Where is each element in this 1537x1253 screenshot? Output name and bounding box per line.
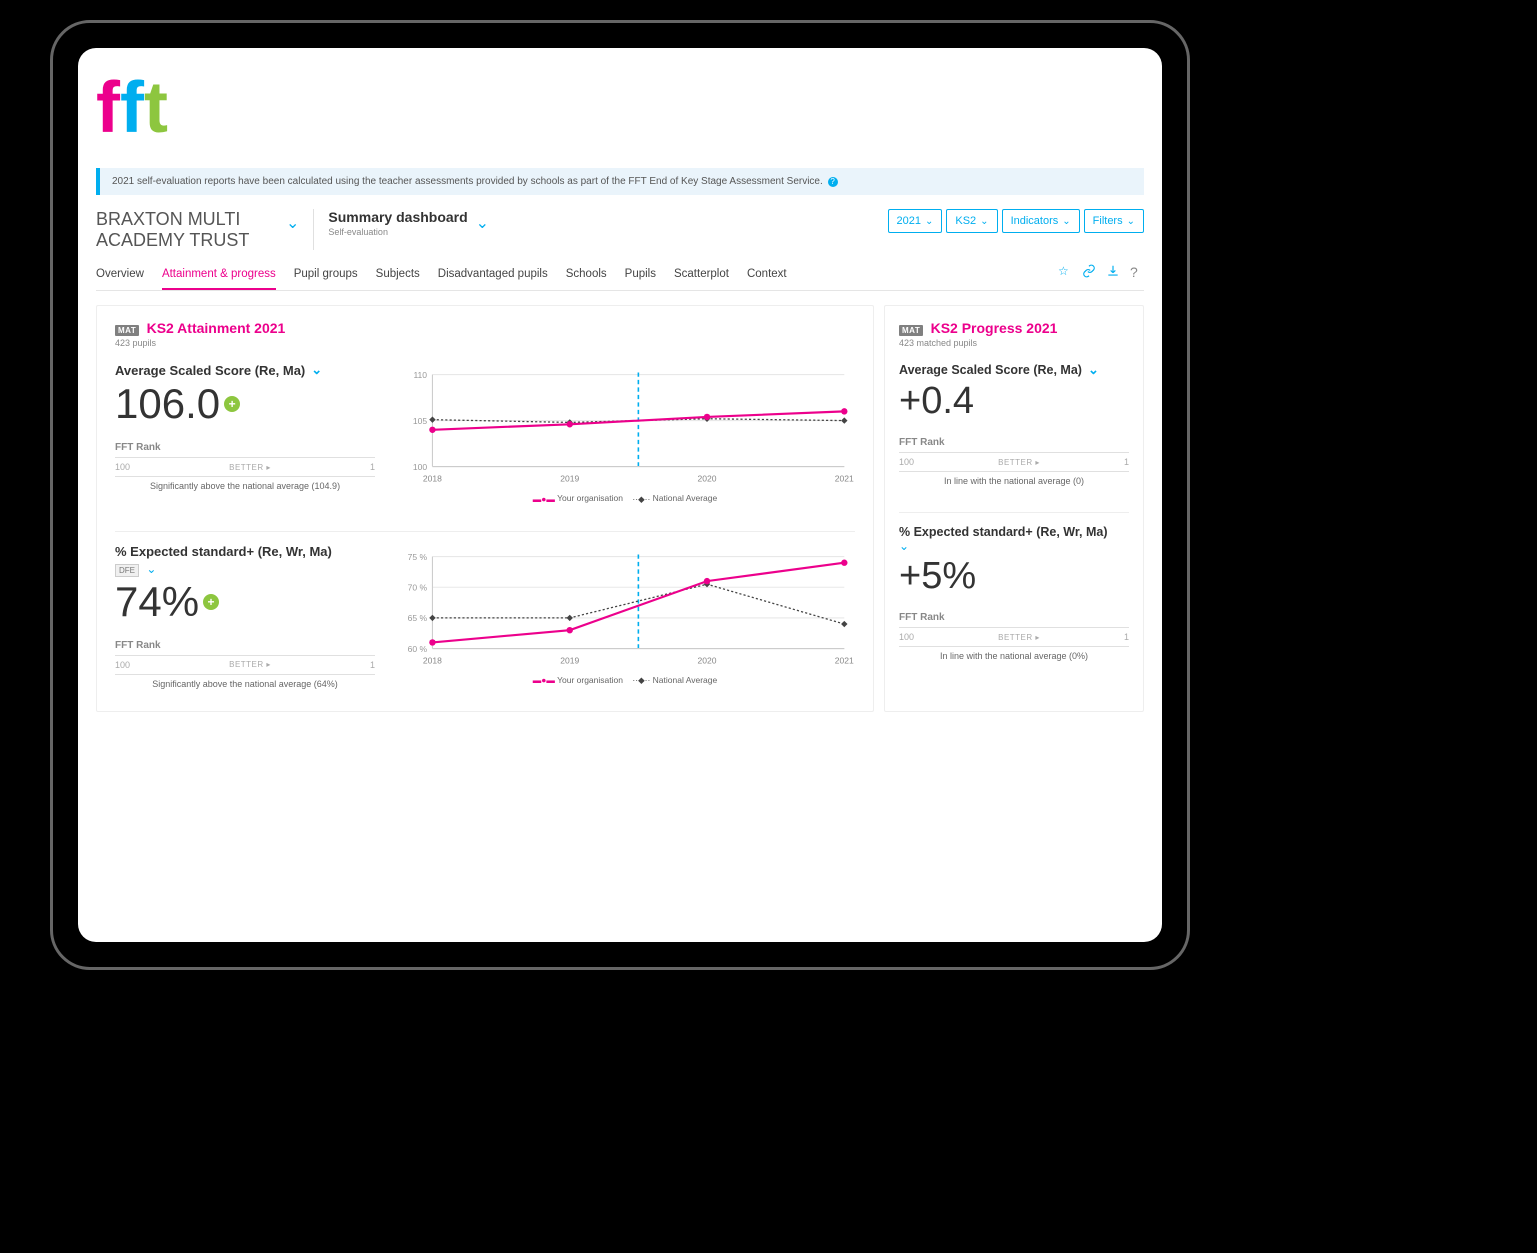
indicators-filter[interactable]: Indicators⌄ (1002, 209, 1080, 233)
svg-text:2019: 2019 (560, 655, 579, 665)
chevron-down-icon: ⌄ (980, 216, 988, 227)
positive-badge-icon: + (224, 396, 240, 412)
sig-note: Significantly above the national average… (115, 679, 375, 689)
chevron-down-icon: ⌄ (1127, 216, 1135, 227)
sig-note: In line with the national average (0) (899, 476, 1129, 486)
svg-text:2021: 2021 (835, 474, 854, 484)
info-banner: 2021 self-evaluation reports have been c… (96, 168, 1144, 195)
tab-scatterplot[interactable]: Scatterplot (674, 268, 729, 290)
year-filter[interactable]: 2021⌄ (888, 209, 943, 233)
svg-text:105: 105 (413, 416, 428, 426)
chevron-down-icon: ⌄ (286, 209, 299, 233)
header-row: BRAXTON MULTI ACADEMY TRUST ⌄ Summary da… (96, 209, 1144, 250)
banner-text: 2021 self-evaluation reports have been c… (112, 176, 823, 187)
filter-group: 2021⌄ KS2⌄ Indicators⌄ Filters⌄ (888, 209, 1145, 233)
chevron-down-icon[interactable]: ⌄ (899, 539, 909, 553)
progress-title: KS2 Progress 2021 (931, 320, 1058, 336)
positive-badge-icon: + (203, 594, 219, 610)
star-icon[interactable]: ☆ (1058, 264, 1072, 278)
tab-attainment-progress[interactable]: Attainment & progress (162, 268, 276, 290)
rank-label: FFT Rank (899, 437, 1129, 448)
svg-text:2018: 2018 (423, 655, 442, 665)
dfe-badge: DFE (115, 564, 139, 577)
metric-label[interactable]: Average Scaled Score (Re, Ma) ⌄ (115, 362, 375, 378)
info-icon[interactable]: ? (828, 177, 838, 187)
summary-subtitle: Self-evaluation (328, 227, 467, 237)
rank-bar: 100 BETTER ▸ 1 (899, 627, 1129, 647)
rank-label: FFT Rank (899, 612, 1129, 623)
big-number: +0.4 (899, 380, 1129, 423)
org-name: BRAXTON MULTI ACADEMY TRUST (96, 209, 276, 250)
help-icon[interactable]: ? (1130, 264, 1144, 278)
chevron-down-icon: ⌄ (925, 216, 933, 227)
metric-row-expected-standard: % Expected standard+ (Re, Wr, Ma) DFE ⌄ … (115, 531, 855, 701)
svg-text:2018: 2018 (423, 474, 442, 484)
pupil-count: 423 matched pupils (899, 338, 1129, 348)
svg-text:100: 100 (413, 462, 428, 472)
chevron-down-icon: ⌄ (476, 209, 489, 233)
big-number: 74% + (115, 578, 375, 626)
tab-action-icons: ☆ ? (1058, 264, 1144, 278)
fft-logo: fft (96, 68, 1144, 138)
panels: MAT KS2 Attainment 2021 423 pupils Avera… (96, 305, 1144, 711)
tab-overview[interactable]: Overview (96, 268, 144, 290)
mat-badge: MAT (899, 325, 923, 336)
rank-label: FFT Rank (115, 442, 375, 453)
svg-text:2021: 2021 (835, 655, 854, 665)
rank-bar: 100 BETTER ▸ 1 (899, 452, 1129, 472)
tab-schools[interactable]: Schools (566, 268, 607, 290)
svg-text:2020: 2020 (698, 474, 717, 484)
rank-bar: 100 BETTER ▸ 1 (115, 457, 375, 477)
svg-text:2020: 2020 (698, 655, 717, 665)
tab-context[interactable]: Context (747, 268, 787, 290)
metric-label[interactable]: % Expected standard+ (Re, Wr, Ma) (899, 525, 1129, 539)
tab-subjects[interactable]: Subjects (376, 268, 420, 290)
app-screen: fft 2021 self-evaluation reports have be… (78, 48, 1162, 942)
rank-label: FFT Rank (115, 640, 375, 651)
attainment-panel: MAT KS2 Attainment 2021 423 pupils Avera… (96, 305, 874, 711)
big-number: +5% (899, 555, 1129, 598)
tablet-frame: fft 2021 self-evaluation reports have be… (50, 20, 1190, 970)
rank-bar: 100 BETTER ▸ 1 (115, 655, 375, 675)
svg-text:75 %: 75 % (408, 551, 428, 561)
tabs: Overview Attainment & progress Pupil group… (96, 258, 1144, 291)
tab-disadvantaged-pupils[interactable]: Disadvantaged pupils (438, 268, 548, 290)
stage-filter[interactable]: KS2⌄ (946, 209, 997, 233)
metric-row-avg-score: Average Scaled Score (Re, Ma) ⌄ 106.0 + … (115, 362, 855, 516)
progress-panel: MAT KS2 Progress 2021 423 matched pupils… (884, 305, 1144, 711)
pupil-count: 423 pupils (115, 338, 855, 348)
metric-label[interactable]: Average Scaled Score (Re, Ma) ⌄ (899, 362, 1129, 378)
sig-note: In line with the national average (0%) (899, 651, 1129, 661)
org-selector[interactable]: BRAXTON MULTI ACADEMY TRUST ⌄ (96, 209, 314, 250)
chevron-down-icon: ⌄ (311, 362, 322, 378)
svg-text:110: 110 (413, 370, 427, 380)
summary-title: Summary dashboard (328, 209, 467, 225)
svg-text:70 %: 70 % (408, 582, 428, 592)
dashboard-selector[interactable]: Summary dashboard Self-evaluation ⌄ (314, 209, 489, 237)
link-icon[interactable] (1082, 264, 1096, 278)
filters-button[interactable]: Filters⌄ (1084, 209, 1144, 233)
chart-avg-score: 1001051102018201920202021 ▬●▬ Your organ… (395, 362, 855, 504)
chevron-down-icon: ⌄ (1088, 362, 1099, 378)
big-number: 106.0 + (115, 380, 375, 428)
metric-label[interactable]: % Expected standard+ (Re, Wr, Ma) (115, 544, 375, 559)
attainment-title: KS2 Attainment 2021 (147, 320, 286, 336)
download-icon[interactable] (1106, 264, 1120, 278)
tab-pupils[interactable]: Pupils (625, 268, 656, 290)
chevron-down-icon: ⌄ (1062, 216, 1070, 227)
tab-pupil-groups[interactable]: Pupil groups (294, 268, 358, 290)
svg-text:2019: 2019 (560, 474, 579, 484)
svg-text:65 %: 65 % (408, 613, 428, 623)
svg-text:60 %: 60 % (408, 643, 428, 653)
sig-note: Significantly above the national average… (115, 481, 375, 491)
mat-badge: MAT (115, 325, 139, 336)
chart-expected-standard: 60 %65 %70 %75 %2018201920202021 ▬●▬ You… (395, 544, 855, 689)
chevron-down-icon[interactable]: ⌄ (146, 562, 156, 576)
